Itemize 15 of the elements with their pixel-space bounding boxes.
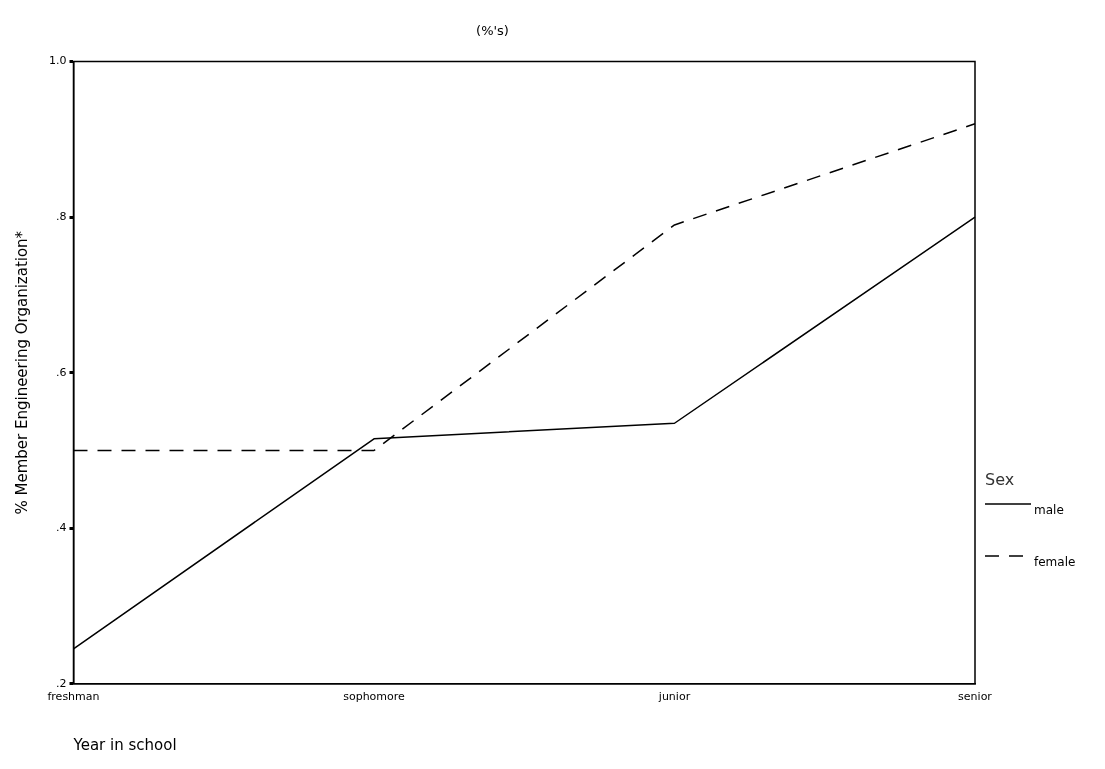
y-tick-label: .4 [55,521,67,535]
chart-title: (%'s) [476,23,509,39]
x-tick-label: sophomore [343,690,406,704]
y-tick-label: .8 [55,210,67,224]
y-axis-title: % Member Engineering Organization* [12,230,31,515]
legend-label: male [1034,503,1064,517]
y-tick-label: .2 [55,676,67,690]
x-axis-title: Year in school [72,735,177,754]
x-tick-label: freshman [47,690,100,704]
x-tick-label: senior [958,690,993,704]
legend-label: female [1034,555,1076,569]
legend-title: Sex [985,470,1016,489]
y-tick-label: 1.0 [48,54,67,68]
x-tick-label: junior [657,690,691,704]
y-tick-label: .6 [55,365,67,379]
